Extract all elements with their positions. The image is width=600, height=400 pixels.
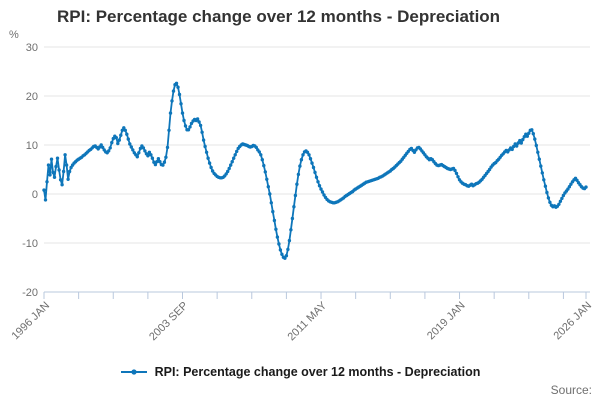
svg-text:2003 SEP: 2003 SEP	[147, 300, 191, 344]
svg-text:2026 JAN: 2026 JAN	[551, 300, 594, 343]
legend-line-marker-icon	[120, 369, 147, 375]
svg-text:1996 JAN: 1996 JAN	[9, 300, 52, 343]
legend-label: RPI: Percentage change over 12 months - …	[154, 365, 481, 379]
svg-text:20: 20	[26, 91, 38, 103]
source-label: Source:	[550, 383, 592, 397]
svg-text:10: 10	[26, 140, 38, 152]
svg-text:0: 0	[32, 189, 38, 201]
axis-tick-labels: 30 20 10 0 -10 -20% 1996 JAN 2003 SEP 2011 MAY 20…	[9, 29, 594, 343]
line-chart-svg: 30 20 10 0 -10 -20% 1996 JAN 2003 SEP 2011 MAY 20…	[9, 29, 594, 343]
svg-text:-20: -20	[22, 287, 38, 299]
data-points	[42, 81, 588, 260]
chart-title: RPI: Percentage change over 12 months - …	[57, 7, 501, 26]
x-axis-ticks	[43, 292, 587, 299]
svg-text:2011 MAY: 2011 MAY	[285, 299, 329, 343]
y-axis-unit-label: %	[9, 29, 19, 41]
svg-text:30: 30	[26, 42, 38, 54]
chart-legend: RPI: Percentage change over 12 months - …	[0, 365, 600, 379]
line-chart-plot-area: 30 20 10 0 -10 -20% 1996 JAN 2003 SEP 2011 MAY 20…	[9, 29, 594, 343]
svg-text:2019 JAN: 2019 JAN	[425, 300, 468, 343]
gridlines	[44, 46, 590, 293]
svg-text:-10: -10	[22, 238, 38, 250]
